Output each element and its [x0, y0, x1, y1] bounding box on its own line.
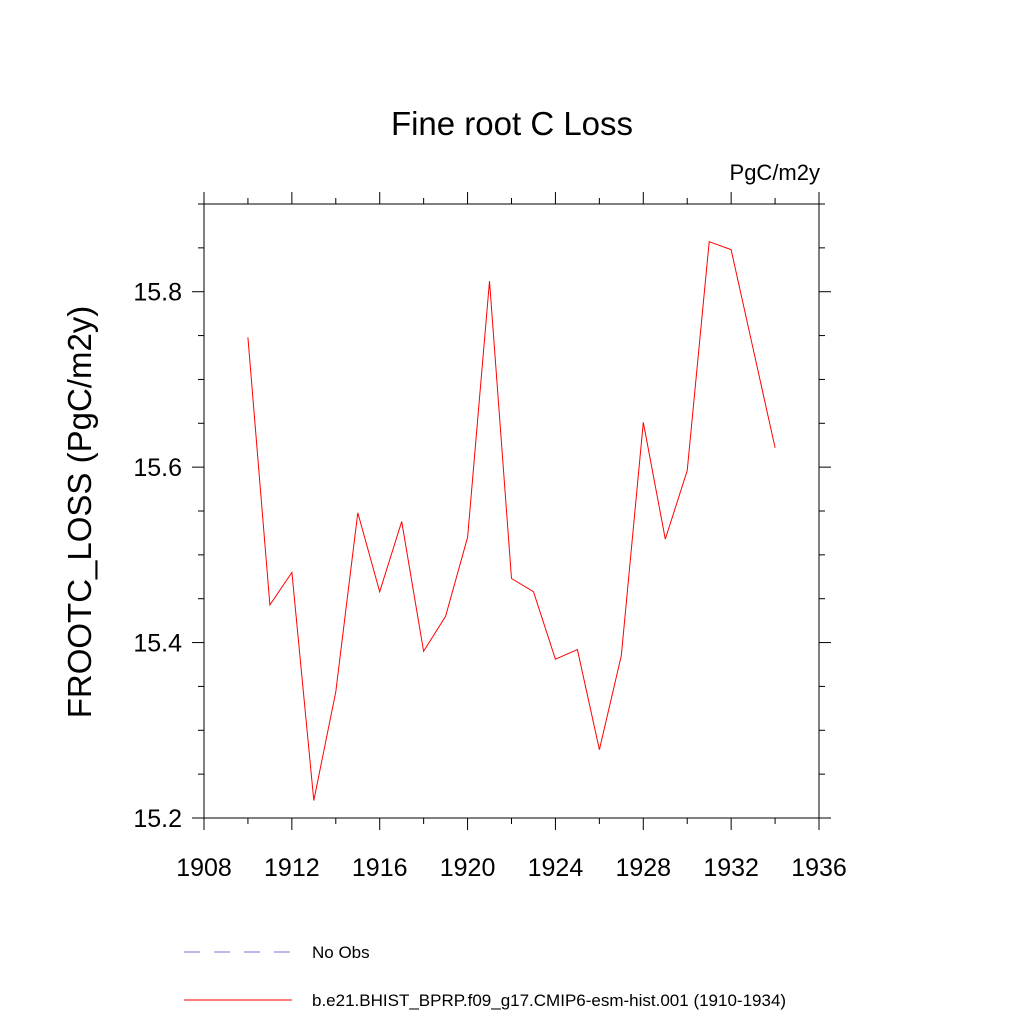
legend: No Obs b.e21.BHIST_BPRP.f09_g17.CMIP6-esm…	[184, 943, 786, 1010]
x-tick-label: 1932	[703, 854, 759, 882]
chart-title: Fine root C Loss	[391, 105, 633, 142]
y-tick-label: 15.4	[133, 630, 182, 658]
units-label: PgC/m2y	[730, 160, 820, 185]
y-tick-label: 15.2	[133, 805, 182, 833]
series-line	[247, 241, 776, 801]
plot-frame	[203, 203, 820, 819]
x-tick-label: 1908	[176, 854, 232, 882]
x-tick-label: 1936	[791, 854, 847, 882]
y-tick-label: 15.6	[133, 454, 182, 482]
x-tick-label: 1912	[264, 854, 320, 882]
x-tick-label: 1928	[615, 854, 671, 882]
series-layer	[247, 241, 776, 801]
y-tick-label: 15.8	[133, 279, 182, 307]
x-tick-label: 1920	[440, 854, 496, 882]
x-tick-label: 1916	[352, 854, 408, 882]
legend-label: No Obs	[312, 943, 370, 962]
axis-ticks: 1908 1912 1916 1920 1924 1928 1932 1936 15.2 15.4…	[133, 192, 847, 882]
y-axis-label: FROOTC_LOSS (PgC/m2y)	[61, 306, 98, 719]
x-tick-label: 1924	[528, 854, 584, 882]
legend-label: b.e21.BHIST_BPRP.f09_g17.CMIP6-esm-hist.…	[312, 991, 786, 1010]
